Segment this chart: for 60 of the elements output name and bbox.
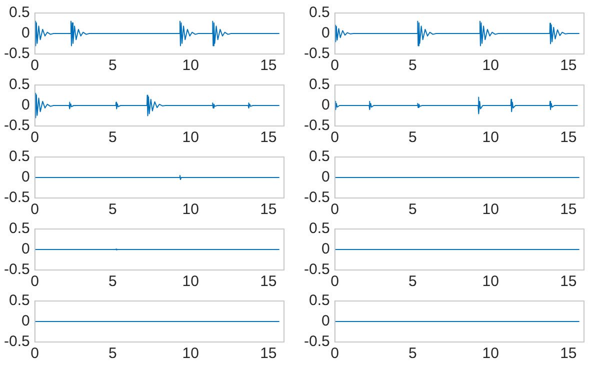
x-tick-label: 15 (560, 201, 577, 218)
x-tick-label: 10 (182, 57, 199, 74)
y-tick-label: 0.5 (8, 4, 30, 22)
x-tick-label: 15 (560, 273, 577, 290)
y-tick-label: -0.5 (304, 189, 330, 206)
y-tick-label: -0.5 (304, 45, 330, 62)
y-tick-label: 0 (22, 96, 30, 114)
y-tick-label: 0.5 (8, 292, 30, 310)
x-tick-label: 15 (260, 129, 277, 146)
x-tick-label: 5 (408, 57, 417, 74)
y-tick-label: -0.5 (4, 261, 30, 278)
y-tick-label: 0.5 (8, 76, 30, 94)
x-tick-label: 10 (482, 57, 499, 74)
y-tick-label: -0.5 (4, 189, 30, 206)
x-tick-label: 5 (108, 129, 117, 146)
x-tick-label: 10 (182, 201, 199, 218)
y-tick-label: 0 (22, 168, 30, 186)
y-tick-label: 0.5 (8, 148, 30, 166)
x-tick-label: 10 (482, 273, 499, 290)
x-tick-label: 5 (408, 201, 417, 218)
y-tick-label: 0 (322, 168, 330, 186)
x-tick-label: 15 (560, 57, 577, 74)
y-tick-label: -0.5 (4, 45, 30, 62)
y-tick-label: 0 (22, 24, 30, 42)
y-tick-label: 0 (22, 312, 30, 330)
x-tick-label: 10 (482, 201, 499, 218)
y-tick-label: 0.5 (308, 4, 330, 22)
x-tick-label: 10 (482, 129, 499, 146)
y-tick-label: 0 (322, 312, 330, 330)
x-tick-label: 15 (260, 57, 277, 74)
x-tick-label: 15 (260, 273, 277, 290)
x-tick-label: 15 (560, 129, 577, 146)
x-tick-label: 5 (408, 345, 417, 362)
x-tick-label: 15 (560, 345, 577, 362)
y-tick-label: 0.5 (308, 148, 330, 166)
y-tick-label: 0.5 (308, 76, 330, 94)
y-tick-label: 0 (322, 240, 330, 258)
y-tick-label: -0.5 (4, 117, 30, 134)
x-tick-label: 10 (482, 345, 499, 362)
y-tick-label: -0.5 (304, 117, 330, 134)
y-tick-label: 0.5 (8, 220, 30, 238)
x-tick-label: 5 (108, 345, 117, 362)
x-tick-label: 15 (260, 201, 277, 218)
x-tick-label: 5 (108, 57, 117, 74)
y-tick-label: 0 (22, 240, 30, 258)
x-tick-label: 5 (108, 273, 117, 290)
x-tick-label: 5 (108, 201, 117, 218)
x-tick-label: 10 (182, 345, 199, 362)
x-tick-label: 10 (182, 129, 199, 146)
x-tick-label: 15 (260, 345, 277, 362)
y-tick-label: -0.5 (4, 333, 30, 350)
y-tick-label: 0.5 (308, 292, 330, 310)
y-tick-label: -0.5 (304, 333, 330, 350)
x-tick-label: 5 (408, 273, 417, 290)
x-tick-label: 10 (182, 273, 199, 290)
y-tick-label: 0 (322, 24, 330, 42)
y-tick-label: 0.5 (308, 220, 330, 238)
y-tick-label: 0 (322, 96, 330, 114)
y-tick-label: -0.5 (304, 261, 330, 278)
x-tick-label: 5 (408, 129, 417, 146)
